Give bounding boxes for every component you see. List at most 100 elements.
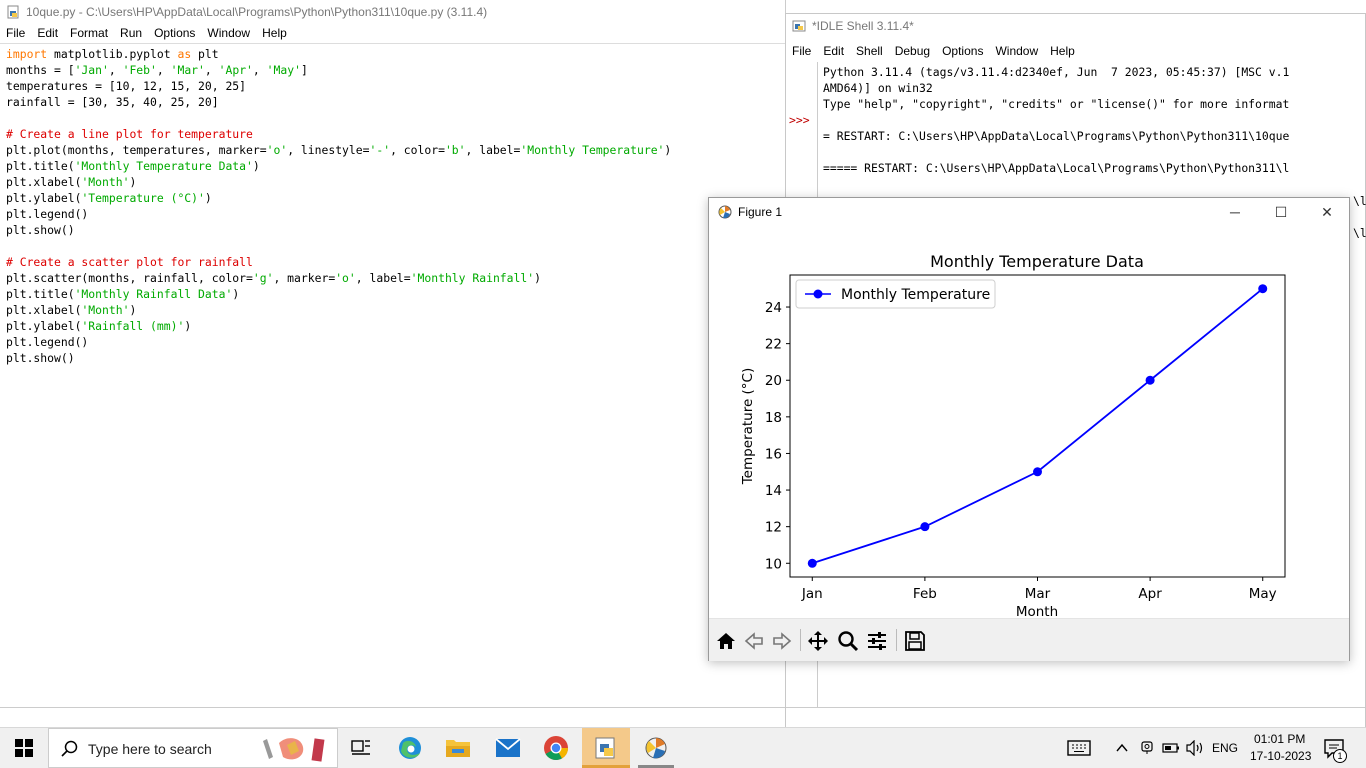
x-tick-label: May (1249, 586, 1277, 602)
notification-badge: 1 (1333, 749, 1347, 763)
code-line (6, 238, 671, 254)
forward-icon[interactable] (771, 630, 793, 652)
code-line: plt.show() (6, 223, 75, 237)
clock-time[interactable]: 01:01 PM (1254, 732, 1306, 746)
search-placeholder: Type here to search (88, 741, 212, 757)
code-line: plt.ylabel('Temperature (°C)') (6, 191, 212, 205)
editor-menubar: File Edit Format Run Options Window Help (0, 24, 785, 42)
meet-now-icon[interactable] (1139, 740, 1155, 756)
data-point (920, 522, 930, 532)
figure-close-button[interactable]: ✕ (1321, 203, 1333, 220)
figure-title: Figure 1 (738, 205, 783, 219)
editor-title: 10que.py - C:\Users\HP\AppData\Local\Pro… (26, 5, 488, 19)
taskbar-explorer-button[interactable] (434, 728, 482, 768)
shell-menu-shell[interactable]: Shell (856, 44, 883, 58)
taskbar-idle-button[interactable] (582, 728, 630, 768)
code-line: rainfall = [30, 35, 40, 25, 20] (6, 95, 219, 109)
code-line: import matplotlib.pyplot as plt (6, 47, 219, 61)
y-tick-label: 12 (765, 520, 782, 536)
keyboard-icon[interactable] (1067, 739, 1091, 757)
figure-window: Figure 1 ─ ☐ ✕ Monthly Temperature Data … (708, 197, 1350, 661)
x-axis-label: Month (1016, 604, 1058, 618)
editor-menu-edit[interactable]: Edit (37, 26, 59, 40)
shell-titlebar[interactable]: *IDLE Shell 3.11.4* (786, 14, 1365, 38)
start-button[interactable] (0, 728, 48, 768)
taskbar-idle-underline (582, 765, 630, 768)
shell-text-area[interactable]: Python 3.11.4 (tags/v3.11.4:d2340ef, Jun… (818, 62, 1366, 707)
data-point (1145, 375, 1155, 385)
figure-minimize-button[interactable]: ─ (1230, 204, 1240, 220)
taskbar-mail-button[interactable] (484, 728, 532, 768)
code-line: temperatures = [10, 12, 15, 20, 25] (6, 79, 247, 93)
y-tick-label: 20 (765, 373, 782, 389)
code-line (6, 110, 671, 126)
plot-area (789, 274, 1286, 578)
python-file-icon (7, 5, 19, 19)
save-icon[interactable] (904, 630, 926, 652)
shell-output: Python 3.11.4 (tags/v3.11.4:d2340ef, Jun… (823, 64, 1289, 176)
code-line: plt.legend() (6, 207, 89, 221)
taskbar-search-box[interactable]: Type here to search (48, 728, 338, 768)
clock-date[interactable]: 17-10-2023 (1250, 749, 1312, 763)
shell-menu-help[interactable]: Help (1050, 44, 1075, 58)
code-line: plt.plot(months, temperatures, marker='o… (6, 143, 672, 157)
editor-menu-help[interactable]: Help (262, 26, 287, 40)
code-line: months = ['Jan', 'Feb', 'Mar', 'Apr', 'M… (6, 63, 308, 77)
editor-menu-window[interactable]: Window (207, 26, 251, 40)
language-indicator[interactable]: ENG (1212, 741, 1239, 755)
taskbar-chrome-button[interactable] (532, 728, 580, 768)
shell-bottom-border (786, 707, 1365, 708)
taskbar-edge-button[interactable] (386, 728, 434, 768)
legend-box (795, 279, 996, 309)
shell-menu-edit[interactable]: Edit (823, 44, 845, 58)
editor-menu-options[interactable]: Options (154, 26, 196, 40)
back-icon[interactable] (743, 630, 765, 652)
chart-canvas: Monthly Temperature Data 10 12 14 16 18 20 22 2… (740, 252, 1286, 618)
configure-icon[interactable] (866, 630, 888, 652)
code-line: plt.scatter(months, rainfall, color='g',… (6, 271, 541, 285)
edge-icon (399, 737, 421, 759)
pan-icon[interactable] (807, 630, 829, 652)
zoom-icon[interactable] (837, 630, 859, 652)
notification-icon[interactable] (1323, 738, 1347, 760)
shell-menubar: File Edit Shell Debug Options Window Hel… (786, 42, 1365, 60)
battery-icon[interactable] (1162, 741, 1180, 755)
shell-menu-file[interactable]: File (792, 44, 812, 58)
figure-maximize-button[interactable]: ☐ (1274, 203, 1288, 220)
y-axis: 10 12 14 16 18 20 22 24 (765, 300, 790, 572)
task-view-button[interactable] (338, 728, 384, 768)
shell-output-line (823, 112, 1289, 128)
figure-app-icon (718, 205, 732, 219)
y-tick-label: 16 (765, 446, 782, 462)
chevron-up-icon[interactable] (1115, 741, 1129, 755)
shell-menu-window[interactable]: Window (995, 44, 1039, 58)
editor-titlebar[interactable]: 10que.py - C:\Users\HP\AppData\Local\Pro… (0, 0, 785, 24)
code-line: # Create a line plot for temperature (6, 127, 253, 141)
shell-output-line: Python 3.11.4 (tags/v3.11.4:d2340ef, Jun… (823, 65, 1290, 79)
editor-code: import matplotlib.pyplot as plt months = … (6, 46, 671, 366)
code-line: plt.xlabel('Month') (6, 303, 137, 317)
editor-menu-format[interactable]: Format (70, 26, 109, 40)
x-tick-label: Jan (801, 586, 823, 602)
editor-menu-file[interactable]: File (6, 26, 26, 40)
shell-menu-options[interactable]: Options (942, 44, 984, 58)
legend-marker (813, 289, 823, 299)
editor-text-area[interactable]: import matplotlib.pyplot as plt months = … (0, 43, 785, 708)
shell-title: *IDLE Shell 3.11.4* (812, 19, 914, 33)
x-tick-label: Feb (913, 586, 937, 602)
taskbar-figure-button[interactable] (632, 728, 680, 768)
y-axis-label: Temperature (°C) (740, 368, 756, 486)
figure-titlebar[interactable]: Figure 1 ─ ☐ ✕ (709, 198, 1349, 226)
shell-menu-debug[interactable]: Debug (894, 44, 931, 58)
editor-menu-run[interactable]: Run (120, 26, 143, 40)
shell-partial-line-1: \l (1353, 194, 1366, 208)
volume-icon[interactable] (1186, 740, 1206, 756)
series-layer (807, 284, 1268, 568)
toolbar-separator (896, 629, 897, 651)
mail-icon (495, 738, 521, 757)
data-point (1258, 284, 1268, 294)
home-icon[interactable] (715, 630, 737, 652)
toolbar-separator (800, 629, 801, 651)
y-tick-label: 14 (765, 483, 782, 499)
shell-partial-line-2: \l (1353, 226, 1366, 240)
